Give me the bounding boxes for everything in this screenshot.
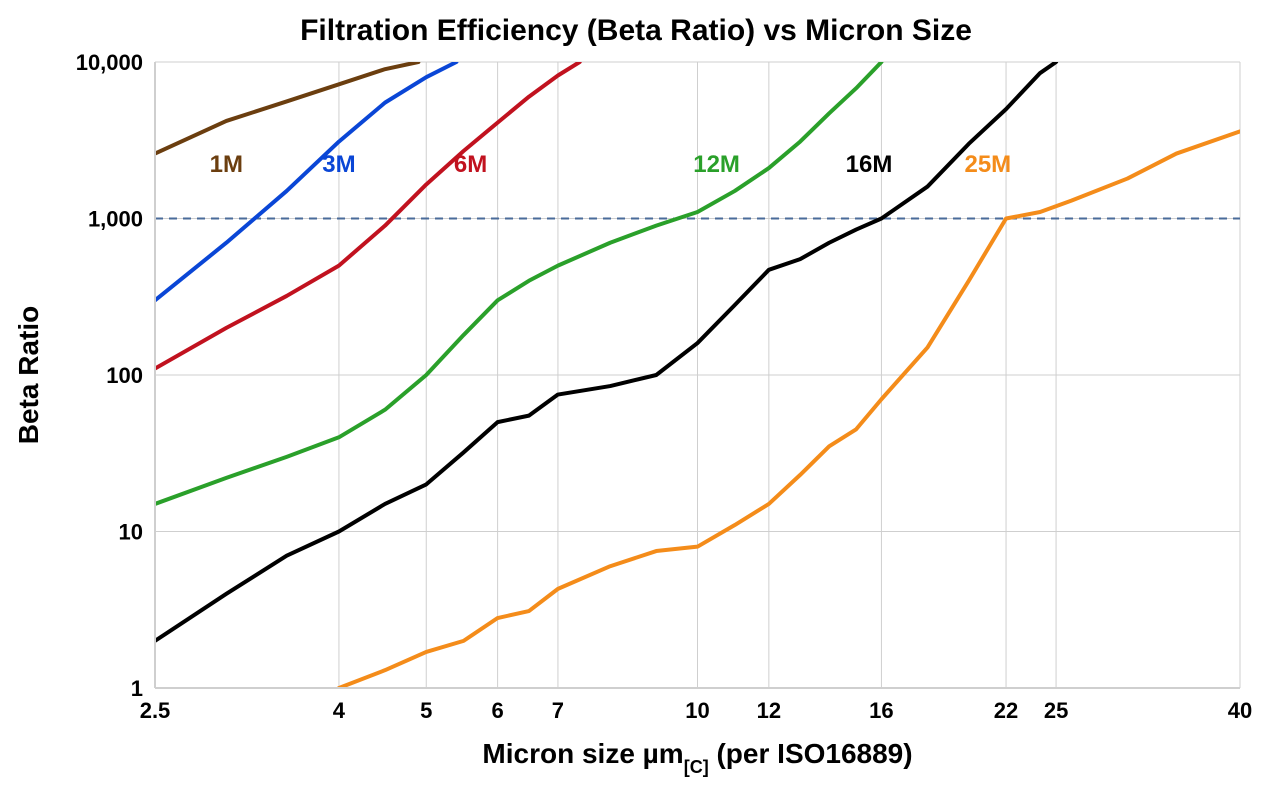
y-tick-label: 1: [131, 676, 143, 701]
x-tick-label: 22: [994, 698, 1018, 723]
series-label-6M: 6M: [454, 151, 487, 178]
y-tick-label: 10,000: [76, 50, 143, 75]
series-label-16M: 16M: [846, 151, 893, 178]
x-tick-label: 12: [757, 698, 781, 723]
y-tick-label: 10: [119, 520, 143, 545]
x-tick-label: 10: [685, 698, 709, 723]
series-label-3M: 3M: [322, 151, 355, 178]
chart-bg: [0, 0, 1272, 790]
chart-title: Filtration Efficiency (Beta Ratio) vs Mi…: [300, 14, 972, 47]
series-label-25M: 25M: [964, 151, 1011, 178]
y-tick-label: 1,000: [88, 207, 143, 232]
x-tick-label: 16: [869, 698, 893, 723]
chart-svg: Filtration Efficiency (Beta Ratio) vs Mi…: [0, 0, 1272, 790]
x-tick-label: 7: [552, 698, 564, 723]
x-tick-label: 6: [491, 698, 503, 723]
x-tick-label: 40: [1228, 698, 1252, 723]
x-tick-label: 5: [420, 698, 432, 723]
x-tick-label: 4: [333, 698, 346, 723]
y-axis-label: Beta Ratio: [13, 306, 44, 444]
series-label-1M: 1M: [210, 151, 243, 178]
x-tick-label: 2.5: [140, 698, 171, 723]
x-tick-label: 25: [1044, 698, 1068, 723]
series-label-12M: 12M: [693, 151, 740, 178]
y-tick-label: 100: [106, 363, 143, 388]
chart-container: Filtration Efficiency (Beta Ratio) vs Mi…: [0, 0, 1272, 790]
